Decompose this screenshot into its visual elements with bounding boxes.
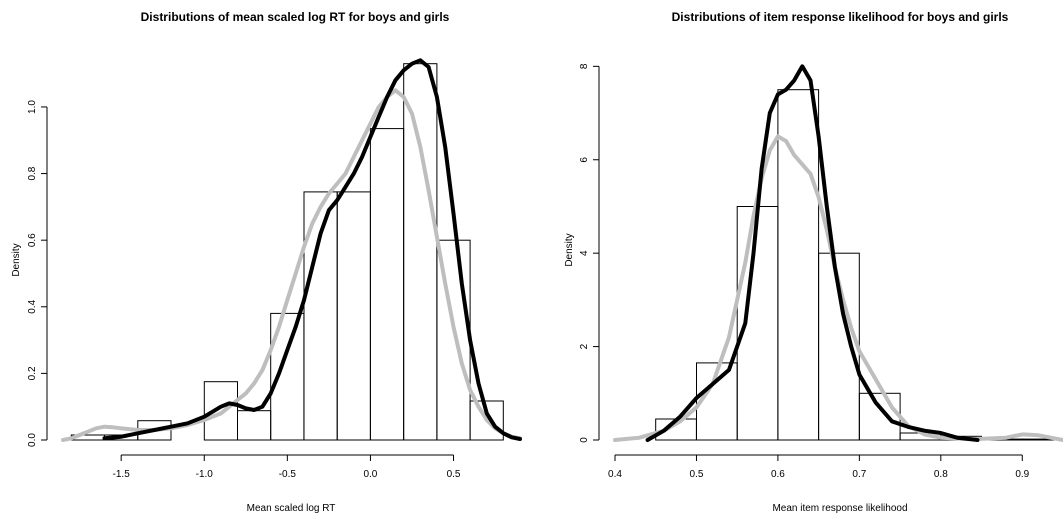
histogram-bars [655, 89, 1063, 441]
x-axis-label: Mean scaled log RT [247, 503, 336, 514]
x-tick-label: -0.5 [279, 469, 297, 480]
histogram-bar-5 [237, 410, 272, 441]
histogram-bar-10 [403, 63, 438, 441]
x-tick-label: 0.9 [1015, 469, 1029, 480]
x-axis: -1.5 -1.0 -0.5 0.0 0.5 [113, 454, 461, 480]
x-tick-label: 0.0 [363, 469, 377, 480]
x-tick-label: 0.4 [608, 469, 622, 480]
chart-title: Distributions of mean scaled log RT for … [141, 10, 450, 24]
y-tick-label: 0.6 [27, 233, 38, 247]
histogram-bar-5 [858, 392, 901, 441]
density-curve-1 [613, 134, 1063, 442]
histogram-bar-8 [336, 191, 371, 441]
density-chart-item-response: Distributions of item response likelihoo… [564, 10, 1063, 514]
y-tick-label: 8 [579, 63, 590, 69]
density-curve-0 [645, 64, 980, 442]
histogram-bar-3 [777, 89, 820, 441]
x-tick-label: 0.6 [771, 469, 785, 480]
histogram-bar-9 [369, 128, 405, 441]
y-axis: 0 2 4 6 8 [579, 63, 600, 443]
histogram-bar-12 [469, 400, 504, 441]
density-curves [61, 58, 522, 442]
y-tick-label: 0.4 [27, 299, 38, 313]
y-axis-label: Density [11, 243, 22, 276]
x-tick-label: -1.5 [113, 469, 131, 480]
x-tick-label: 0.8 [934, 469, 948, 480]
x-tick-label: -1.0 [196, 469, 214, 480]
x-axis-label: Mean item response likelihood [772, 503, 907, 514]
y-tick-label: 0.0 [27, 433, 38, 447]
x-tick-label: 0.7 [852, 469, 866, 480]
chart-title: Distributions of item response likelihoo… [672, 10, 1009, 24]
y-tick-label: 0 [579, 437, 590, 443]
density-chart-log-rt: Distributions of mean scaled log RT for … [11, 10, 522, 514]
y-tick-label: 0.2 [27, 366, 38, 380]
y-tick-label: 0.8 [27, 166, 38, 180]
y-tick-label: 6 [579, 157, 590, 163]
x-tick-label: 0.5 [447, 469, 461, 480]
density-curves [613, 64, 1063, 442]
y-axis-label: Density [564, 233, 575, 266]
density-curve-0 [102, 58, 522, 441]
x-tick-label: 0.5 [690, 469, 704, 480]
y-axis: 0.0 0.2 0.4 0.6 0.8 1.0 [27, 100, 48, 447]
y-tick-label: 1.0 [27, 100, 38, 114]
y-tick-label: 4 [579, 250, 590, 256]
y-tick-label: 2 [579, 343, 590, 349]
density-curve-1 [61, 88, 522, 442]
x-axis: 0.4 0.5 0.6 0.7 0.8 0.9 [608, 454, 1030, 480]
